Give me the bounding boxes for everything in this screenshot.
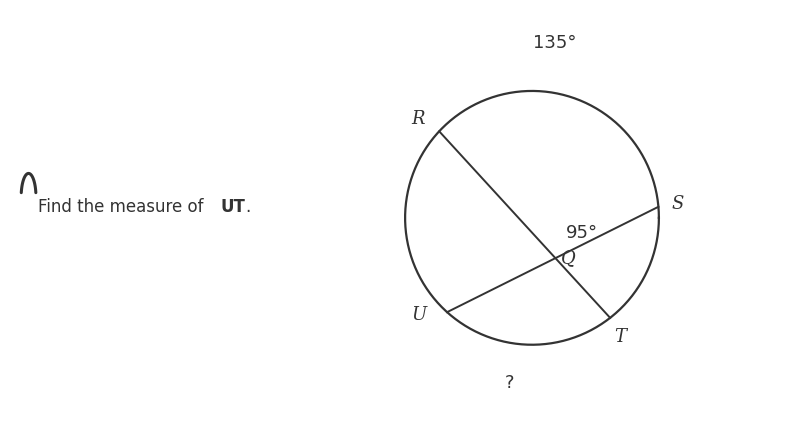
- Text: 135°: 135°: [533, 34, 577, 52]
- Text: Find the measure of: Find the measure of: [38, 198, 208, 216]
- Text: Q: Q: [561, 249, 575, 267]
- Text: 95°: 95°: [566, 224, 598, 242]
- Text: R: R: [411, 110, 424, 128]
- Text: T: T: [614, 328, 626, 346]
- Text: U: U: [412, 306, 426, 324]
- Text: S: S: [671, 195, 684, 213]
- Text: .: .: [245, 198, 250, 216]
- Text: UT: UT: [221, 198, 246, 216]
- Text: ?: ?: [505, 374, 514, 392]
